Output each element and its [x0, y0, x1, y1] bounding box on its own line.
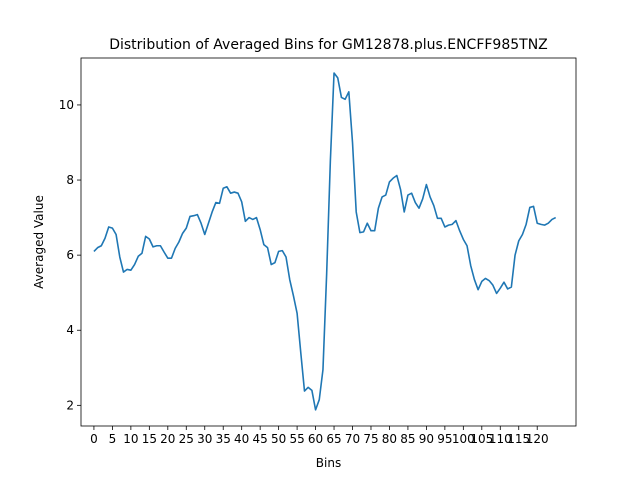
x-tick-label: 30	[197, 432, 212, 446]
x-tick-label: 115	[507, 432, 530, 446]
x-tick-label: 55	[289, 432, 304, 446]
x-tick-label: 5	[109, 432, 117, 446]
x-tick-label: 70	[345, 432, 360, 446]
x-axis-ticks: 0 5 10 15 20 25 30 35 40 45 50 55 60 65 70 75 80 85 90 95 10…	[90, 426, 549, 446]
x-tick-label: 80	[382, 432, 397, 446]
plot-area	[93, 72, 557, 411]
axes-frame	[80, 57, 577, 427]
x-tick-label: 40	[234, 432, 249, 446]
x-tick-label: 45	[253, 432, 268, 446]
x-tick-label: 50	[271, 432, 286, 446]
x-tick-label: 100	[452, 432, 475, 446]
x-tick-label: 110	[489, 432, 512, 446]
y-tick-label: 8	[66, 173, 74, 187]
x-tick-label: 90	[419, 432, 434, 446]
chart-title: Distribution of Averaged Bins for GM1287…	[109, 37, 548, 53]
x-tick-label: 95	[437, 432, 452, 446]
x-tick-label: 15	[142, 432, 157, 446]
x-tick-label: 85	[400, 432, 415, 446]
x-tick-label: 0	[90, 432, 98, 446]
x-axis-title: Bins	[316, 456, 341, 470]
x-tick-label: 75	[363, 432, 378, 446]
x-tick-label: 60	[308, 432, 323, 446]
x-tick-label: 25	[179, 432, 194, 446]
x-tick-label: 20	[160, 432, 175, 446]
series-line-0	[93, 72, 557, 411]
x-tick-label: 120	[526, 432, 549, 446]
y-axis-ticks: 2 4 6 8 10	[59, 98, 81, 412]
y-tick-label: 10	[59, 98, 74, 112]
y-tick-label: 4	[66, 323, 74, 337]
y-tick-label: 2	[66, 398, 74, 412]
x-tick-label: 35	[216, 432, 231, 446]
y-tick-label: 6	[66, 248, 74, 262]
x-tick-label: 10	[123, 432, 138, 446]
y-axis-title: Averaged Value	[32, 195, 46, 289]
x-tick-label: 65	[326, 432, 341, 446]
x-tick-label: 105	[470, 432, 493, 446]
